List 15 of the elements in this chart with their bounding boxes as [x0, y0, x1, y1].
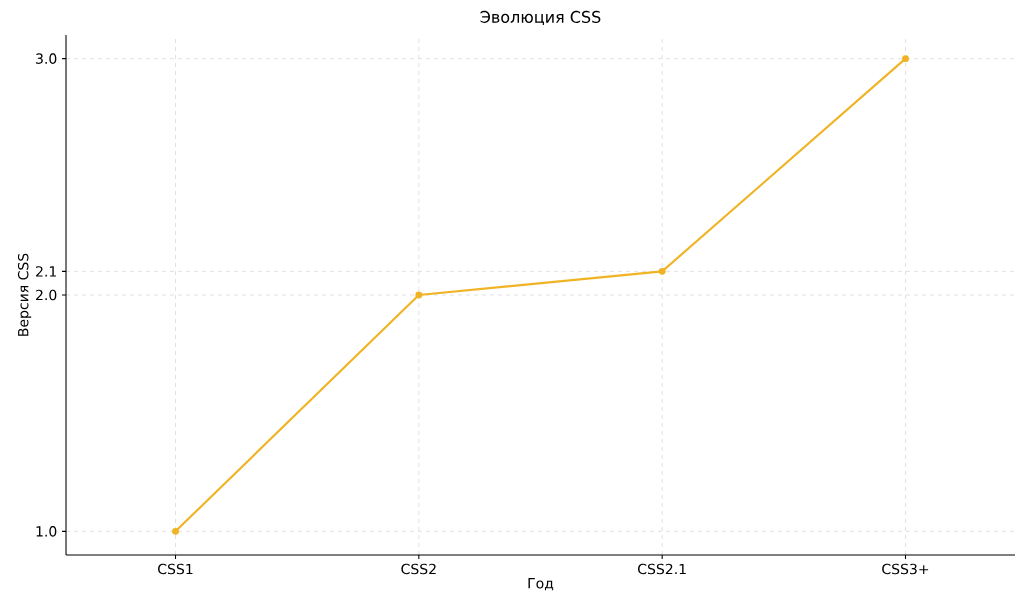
- chart-title: Эволюция CSS: [480, 10, 601, 25]
- x-tick-label: CSS1: [158, 563, 193, 575]
- y-tick-label: 2.1: [36, 266, 56, 277]
- x-axis-title: Год: [528, 578, 554, 591]
- point: [415, 291, 423, 299]
- x-tick-label: CSS2.1: [638, 563, 686, 575]
- y-tick-label: 1.0: [36, 526, 57, 537]
- y-tick-label: 2.0: [36, 289, 57, 301]
- point: [658, 267, 666, 275]
- y-axis-title: Версия CSS: [17, 253, 32, 336]
- point: [902, 55, 909, 63]
- x-tick-label: CSS2: [401, 563, 436, 575]
- point: [172, 527, 179, 535]
- y-tick-label: 3.0: [36, 53, 57, 64]
- x-tick-label: CSS3+: [882, 563, 929, 575]
